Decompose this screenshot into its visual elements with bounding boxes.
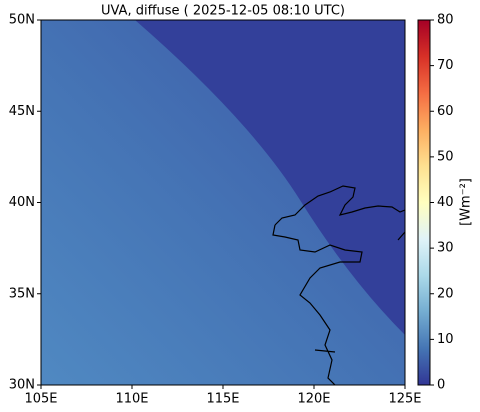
y-tick-label: 30N [9,378,35,393]
y-tick-label: 50N [9,13,35,28]
colorbar-tick-label: 10 [437,332,454,347]
map-field [41,20,405,385]
colorbar-label: [Wm⁻²] [459,178,474,226]
coastline [272,185,405,385]
colorbar-tick-label: 70 [437,58,454,73]
x-tick-label: 115E [206,392,239,407]
colorbar-tick-label: 60 [437,104,454,119]
colorbar-tick-label: 20 [437,286,454,301]
chart-title: UVA, diffuse ( 2025-12-05 08:10 UTC) [101,4,345,19]
colorbar-tick-label: 0 [437,378,445,393]
y-tick-label: 40N [9,195,35,210]
colorbar [417,19,431,386]
x-tick-label: 120E [297,392,330,407]
y-tick-label: 45N [9,104,35,119]
night-field [135,20,405,335]
colorbar-tick-label: 40 [437,195,454,210]
x-tick-label: 110E [115,392,148,407]
colorbar-tick-label: 50 [437,149,454,164]
x-tick-label: 105E [24,392,57,407]
y-tick-label: 35N [9,286,35,301]
colorbar-tick-label: 30 [437,241,454,256]
x-tick-label: 125E [388,392,421,407]
colorbar-tick-label: 80 [437,13,454,28]
